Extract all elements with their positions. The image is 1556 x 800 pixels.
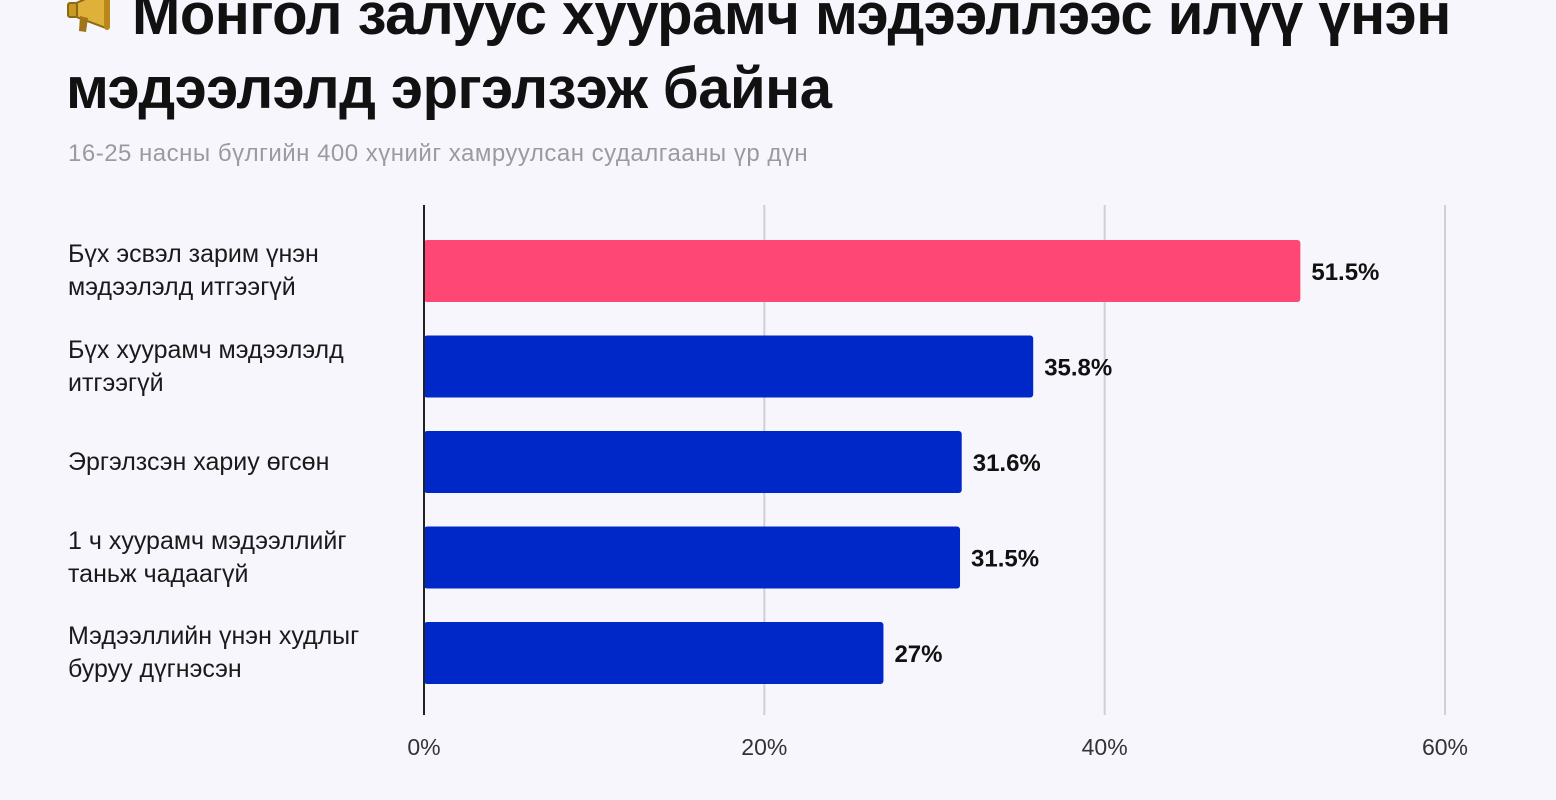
- x-tick-label: 20%: [741, 734, 787, 760]
- data-label: 31.5%: [971, 546, 1039, 573]
- chart-title: Монгол залуус хуурамч мэдээллээс илүү үн…: [66, 0, 1546, 126]
- data-label: 31.6%: [973, 450, 1041, 477]
- data-label: 35.8%: [1044, 355, 1112, 382]
- x-tick-label: 0%: [407, 734, 440, 760]
- data-label: 51.5%: [1311, 259, 1379, 286]
- bar: [424, 622, 884, 684]
- bar: [424, 335, 1034, 398]
- data-label: 27%: [894, 641, 942, 668]
- category-label: Эргэлзсэн хариу өгсөн: [68, 447, 330, 476]
- category-label: Бүх хуурамч мэдээлэлд итгээгүй: [68, 335, 344, 397]
- bar: [424, 431, 962, 493]
- chart-subtitle: 16-25 насны бүлгийн 400 хүнийг хамруулса…: [68, 140, 809, 167]
- megaphone-icon: [66, 0, 126, 32]
- x-tick-label: 60%: [1422, 734, 1468, 760]
- category-label: Бүх эсвэл зарим үнэн мэдээлэлд итгээгүй: [68, 240, 319, 301]
- category-label: Мэдээллийн үнэн худлыг буруу дүгнэсэн: [68, 622, 360, 683]
- x-tick-label: 40%: [1082, 734, 1128, 760]
- bar: [424, 240, 1301, 302]
- bar: [424, 526, 961, 589]
- category-label: 1 ч хуурамч мэдээллийг таньж чадаагүй: [68, 526, 347, 588]
